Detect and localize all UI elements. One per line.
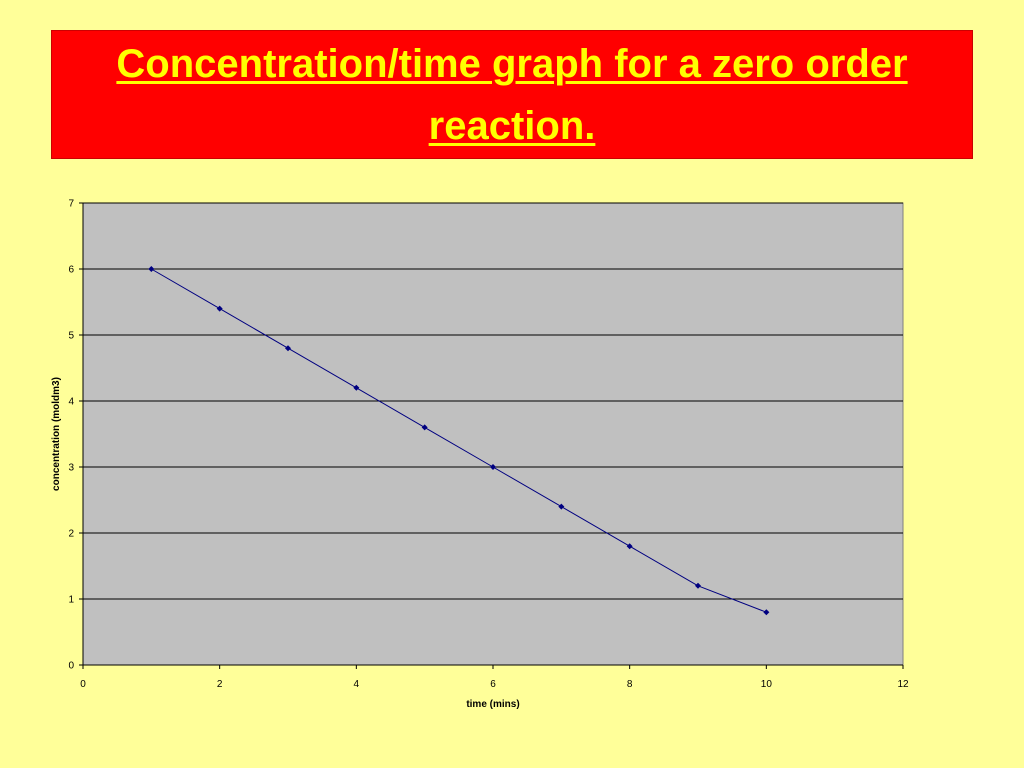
y-tick-label: 4	[68, 397, 74, 408]
data-point	[421, 424, 428, 431]
plot-area	[82, 202, 904, 666]
data-point	[626, 543, 633, 550]
data-point	[285, 345, 291, 352]
data-point	[148, 266, 155, 272]
y-tick-label: 7	[68, 199, 74, 210]
x-tick-label: 2	[217, 679, 223, 690]
y-tick-label: 0	[68, 661, 74, 672]
y-tick-label: 2	[68, 529, 74, 540]
y-axis-title: concentration (moldm3)	[51, 377, 62, 491]
x-axis-title: time (mins)	[466, 699, 519, 710]
data-point	[558, 503, 565, 510]
data-point	[763, 609, 770, 616]
series-group	[148, 266, 770, 616]
x-tick-label: 12	[897, 679, 909, 690]
x-tick-label: 8	[627, 679, 633, 690]
series-line	[151, 268, 767, 613]
y-tick-label: 1	[68, 595, 74, 606]
x-tick-label: 6	[490, 679, 496, 690]
data-point	[695, 582, 701, 589]
y-tick-label: 5	[68, 331, 74, 342]
data-point	[490, 464, 496, 470]
y-tick-label: 6	[68, 265, 74, 276]
data-point	[353, 384, 360, 391]
x-tick-label: 0	[80, 679, 86, 690]
data-point	[216, 305, 223, 312]
x-tick-label: 4	[354, 679, 360, 690]
slide-title: Concentration/time graph for a zero orde…	[116, 41, 908, 148]
y-tick-label: 3	[68, 463, 74, 474]
x-tick-label: 10	[761, 679, 773, 690]
title-banner: Concentration/time graph for a zero orde…	[51, 30, 973, 159]
